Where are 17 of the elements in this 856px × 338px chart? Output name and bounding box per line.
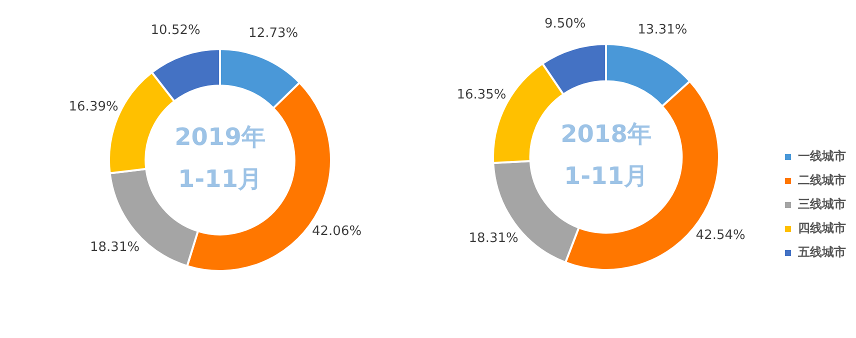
legend-label: 二线城市 [798,173,846,188]
data-label: 16.35% [456,88,506,103]
data-label: 13.31% [638,22,688,38]
legend-label: 五线城市 [797,245,846,260]
data-label: 16.39% [68,100,118,115]
data-label: 9.50% [544,16,586,32]
data-label: 42.06% [312,224,362,240]
text: 2019年 1-11月 [174,123,266,194]
data-label: 18.31% [90,240,140,256]
legend-label: 三线城市 [798,197,846,212]
text: 2018年 1-11月 [560,120,652,190]
data-label: 42.54% [696,228,746,244]
data-label: 18.31% [468,231,518,246]
data-label: 10.52% [150,22,200,38]
legend-label: 一线城市 [798,149,846,164]
legend-label: 四线城市 [798,221,846,236]
data-label: 12.73% [248,26,298,42]
